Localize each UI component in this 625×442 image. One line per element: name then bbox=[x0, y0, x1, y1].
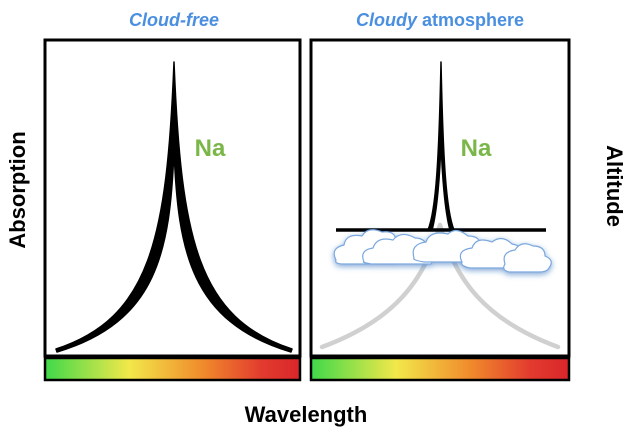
x-axis-label-wavelength: Wavelength bbox=[245, 402, 368, 427]
y-axis-label-absorption: Absorption bbox=[5, 131, 30, 248]
right-panel-frame bbox=[309, 38, 571, 358]
left-species-label: Na bbox=[195, 135, 226, 162]
right-title-italic: Cloudy bbox=[356, 10, 418, 30]
left-spectrum-bar bbox=[43, 356, 302, 382]
right-species-label: Na bbox=[461, 135, 492, 162]
left-absorption-line bbox=[55, 61, 293, 353]
right-title-rest: atmosphere bbox=[417, 10, 524, 30]
right-panel-title: Cloudy atmosphere bbox=[356, 10, 524, 30]
y-axis-label-altitude: Altitude bbox=[602, 145, 625, 227]
left-panel-title: Cloud-free bbox=[129, 10, 219, 30]
left-panel-frame bbox=[43, 38, 302, 358]
right-spectrum-bar bbox=[309, 356, 571, 382]
cloud-deck bbox=[333, 229, 552, 273]
cloud-icon bbox=[503, 243, 552, 273]
right-absorption-line bbox=[427, 61, 455, 231]
